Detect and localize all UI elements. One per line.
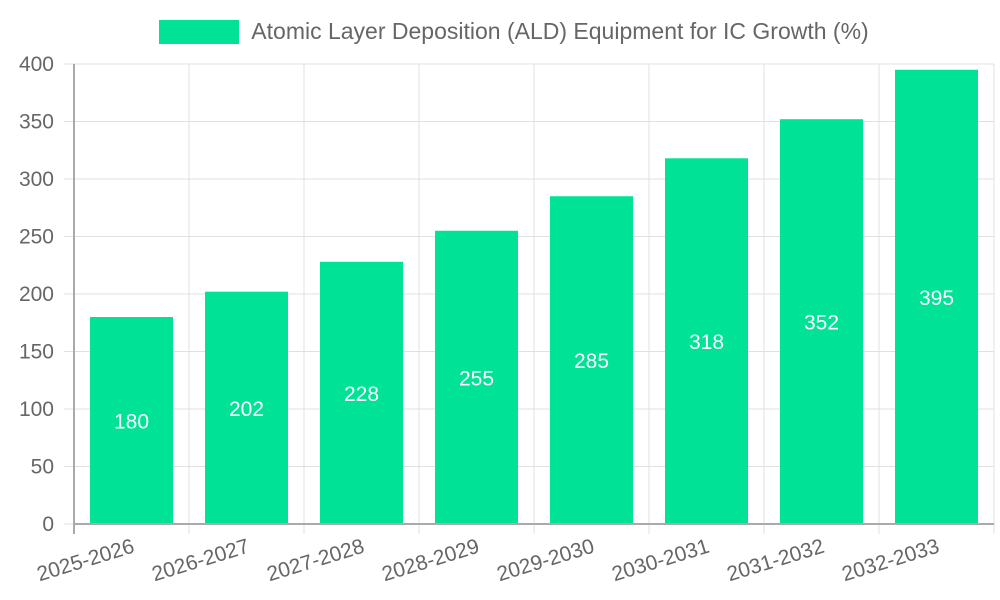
x-tick-label: 2031-2032 <box>724 535 827 586</box>
bar-value-label: 180 <box>114 411 149 434</box>
bar-value-label: 255 <box>459 367 494 390</box>
legend-label: Atomic Layer Deposition (ALD) Equipment … <box>251 18 869 44</box>
bar[interactable] <box>205 291 288 524</box>
bar-value-label: 318 <box>689 331 724 354</box>
y-tick-label: 250 <box>19 226 54 249</box>
y-tick-label: 100 <box>19 398 54 421</box>
bar-value-label: 395 <box>919 287 954 310</box>
x-tick-label: 2028-2029 <box>379 535 482 586</box>
y-tick-label: 350 <box>19 111 54 134</box>
bar-value-label: 352 <box>804 312 839 335</box>
bar-value-label: 202 <box>229 398 264 421</box>
x-tick-label: 2029-2030 <box>494 535 597 586</box>
x-tick-label: 2025-2026 <box>34 535 137 586</box>
y-tick-label: 300 <box>19 168 54 191</box>
legend-swatch <box>159 19 240 44</box>
x-tick-label: 2032-2033 <box>839 535 942 586</box>
y-tick-label: 150 <box>19 341 54 364</box>
bar-value-label: 285 <box>574 350 609 373</box>
y-tick-label: 400 <box>19 53 54 76</box>
bar[interactable] <box>550 196 633 524</box>
bar[interactable] <box>665 158 748 525</box>
y-tick-label: 50 <box>31 456 54 479</box>
x-tick-label: 2027-2028 <box>264 535 367 586</box>
x-tick-label: 2026-2027 <box>149 535 252 586</box>
bar[interactable] <box>780 119 863 524</box>
chart-legend[interactable]: Atomic Layer Deposition (ALD) Equipment … <box>0 18 1000 45</box>
y-tick-label: 0 <box>42 513 54 536</box>
bar[interactable] <box>320 261 403 524</box>
y-tick-label: 200 <box>19 283 54 306</box>
bar[interactable] <box>435 230 518 524</box>
x-tick-label: 2030-2031 <box>609 535 712 586</box>
bar[interactable] <box>895 69 978 524</box>
bars: 180 202 228 255 285 318 352 395 <box>90 69 978 525</box>
bar[interactable] <box>90 317 173 524</box>
bar-value-label: 228 <box>344 383 379 406</box>
